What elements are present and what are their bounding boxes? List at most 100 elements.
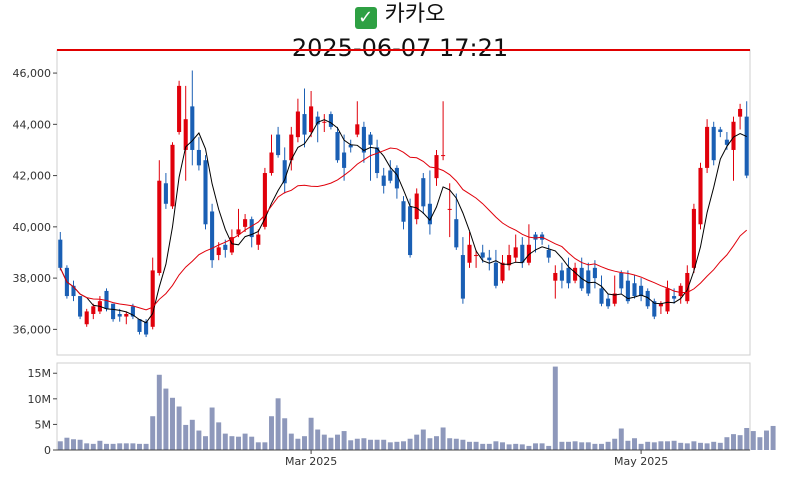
volume-bar (717, 442, 723, 450)
candle-body (744, 116, 749, 176)
candle-body (111, 303, 116, 320)
volume-bar (737, 435, 743, 450)
volume-bar (414, 434, 420, 450)
candle (559, 262, 564, 289)
volume-bar (308, 417, 314, 450)
candle-body (249, 219, 254, 238)
candle (269, 134, 274, 176)
candle-body (137, 319, 142, 332)
candle-body (526, 244, 531, 263)
volume-bar (731, 434, 736, 450)
volume-bar (618, 428, 624, 450)
candle-body (190, 106, 195, 150)
candle (111, 303, 116, 322)
volume-bar (110, 443, 116, 450)
volume-bar (269, 416, 274, 450)
volume-bar (354, 438, 360, 450)
volume-bar (579, 442, 585, 450)
volume-bar (480, 443, 486, 450)
volume-bar (170, 397, 175, 450)
candle (520, 237, 525, 268)
candle (190, 70, 195, 166)
volume-bar (97, 440, 103, 450)
candle-body (236, 229, 241, 235)
candle (408, 198, 413, 258)
x-tick-label: May 2025 (614, 455, 668, 468)
volume-tick-label: 0 (44, 444, 51, 457)
candle (229, 229, 234, 256)
candle-body (698, 167, 703, 225)
volume-tick-label: 15M (28, 367, 52, 380)
volume-bar (427, 438, 433, 450)
volume-bar (374, 439, 380, 450)
candle (493, 249, 498, 289)
volume-bar (130, 443, 136, 450)
candle (744, 101, 749, 179)
candle (368, 132, 373, 181)
volume-bar (328, 437, 334, 450)
volume-bar (684, 443, 690, 450)
candle-body (130, 306, 135, 317)
candle-body (328, 114, 333, 127)
candle (157, 160, 162, 276)
price-tick-label: 46,000 (13, 67, 52, 80)
candle-body (454, 219, 459, 248)
candle-body (573, 267, 578, 281)
candle (348, 139, 353, 153)
candle (276, 126, 281, 158)
volume-bar (216, 422, 222, 450)
candle-body (262, 173, 267, 227)
volume-bar (387, 442, 393, 450)
volume-bar (262, 442, 268, 450)
volume-bar (592, 443, 598, 450)
candle (342, 134, 347, 181)
candle (665, 280, 670, 314)
candle (243, 214, 248, 232)
x-tick-label: Mar 2025 (285, 455, 337, 468)
candle (302, 88, 307, 148)
volume-bar (665, 441, 670, 450)
candle (711, 121, 716, 166)
volume-bar (302, 436, 307, 450)
candle (546, 244, 551, 263)
candle-body (243, 219, 248, 227)
candle-body (513, 247, 518, 258)
candle-body (309, 106, 314, 133)
candle-body (295, 111, 300, 138)
candle-body (394, 167, 399, 189)
candle-body (480, 252, 485, 258)
ma20-line (59, 147, 748, 311)
candle (177, 80, 182, 135)
candle-body (586, 270, 591, 294)
candle (71, 280, 76, 302)
candle (361, 121, 366, 163)
volume-bars (57, 366, 776, 450)
candle (612, 275, 617, 307)
candle-body (672, 296, 677, 299)
candle-body (434, 155, 439, 179)
candle-body (711, 126, 716, 161)
candle-body (117, 313, 122, 317)
volume-bar (539, 443, 545, 450)
candle-body (632, 283, 637, 297)
volume-bar (348, 440, 354, 450)
candle-body (493, 262, 498, 286)
volume-bar (704, 443, 710, 450)
candle-body (289, 134, 294, 161)
candle-body (738, 108, 743, 117)
volume-bar (104, 443, 109, 450)
volume-bar (764, 430, 769, 450)
volume-bar (651, 442, 657, 450)
volume-bar (506, 444, 512, 450)
candle (309, 91, 314, 138)
candle-body (315, 116, 320, 125)
volume-bar (242, 433, 248, 450)
volume-bar (335, 434, 340, 450)
candle-body (460, 255, 465, 299)
volume-bar (275, 398, 281, 450)
candle-body (705, 126, 710, 168)
candle-body (441, 155, 446, 157)
candle-body (177, 85, 182, 133)
candle-body (342, 152, 347, 168)
